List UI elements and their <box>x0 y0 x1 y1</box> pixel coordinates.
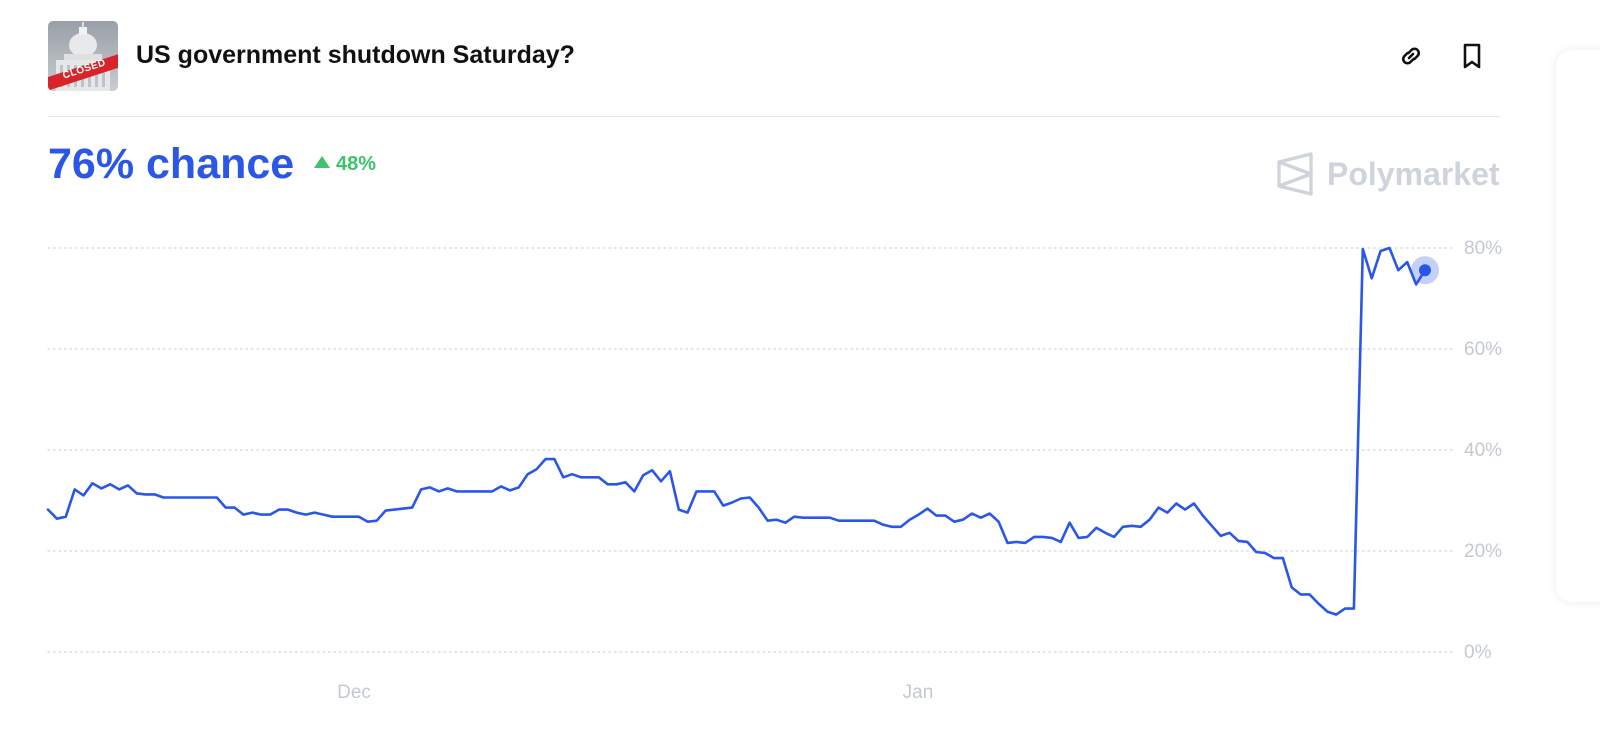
y-tick-label: 60% <box>1464 339 1502 360</box>
delta-value: 48% <box>336 153 377 175</box>
y-axis-ticks: 80% 60% 40% 20% 0% <box>1464 238 1502 663</box>
current-point[interactable] <box>1419 264 1431 277</box>
y-tick-label: 80% <box>1464 238 1502 259</box>
chart-grid <box>47 247 1453 653</box>
probability-chart: 80% 60% 40% 20% 0% Dec Jan <box>46 238 1502 703</box>
series-line <box>46 246 1427 616</box>
market-header: CLOSED US government shutdown Saturday? <box>48 21 1500 91</box>
polymarket-logo-icon <box>1277 152 1313 196</box>
brand-name: Polymarket <box>1327 156 1500 192</box>
x-tick-label: Jan <box>903 682 934 703</box>
copy-link-button[interactable] <box>1394 39 1428 73</box>
link-icon <box>1401 47 1421 65</box>
x-tick-label: Dec <box>337 682 371 703</box>
y-tick-label: 0% <box>1464 642 1492 663</box>
market-title: US government shutdown Saturday? <box>136 41 575 69</box>
chance-value: 76% chance <box>48 140 295 188</box>
triangle-up-icon <box>314 156 330 168</box>
header-divider <box>48 116 1500 117</box>
x-axis-ticks: Dec Jan <box>337 682 933 703</box>
bookmark-icon <box>1463 43 1481 69</box>
bookmark-button[interactable] <box>1455 39 1489 73</box>
current-value-marker <box>1411 256 1439 285</box>
market-thumbnail[interactable]: CLOSED <box>48 21 118 91</box>
y-tick-label: 20% <box>1464 541 1502 562</box>
chance-delta: 48% <box>314 153 376 176</box>
y-tick-label: 40% <box>1464 440 1502 461</box>
series-lines <box>46 246 1427 616</box>
side-panel[interactable] <box>1556 50 1600 602</box>
